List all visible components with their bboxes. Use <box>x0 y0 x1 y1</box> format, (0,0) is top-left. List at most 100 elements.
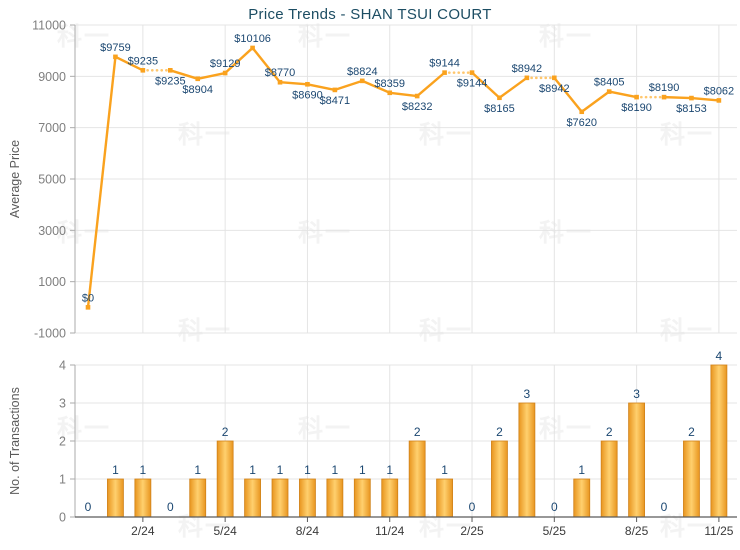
svg-text:1: 1 <box>277 463 284 477</box>
watermark-text: 科一 <box>538 23 594 51</box>
svg-text:$9144: $9144 <box>429 58 460 70</box>
price-y-axis-label: Average Price <box>8 139 22 219</box>
svg-text:$0: $0 <box>82 292 94 304</box>
watermark-text: 科一 <box>418 121 474 149</box>
svg-text:$8471: $8471 <box>320 95 351 107</box>
svg-text:0: 0 <box>551 500 558 514</box>
svg-text:$10106: $10106 <box>234 33 271 45</box>
svg-text:1: 1 <box>304 463 311 477</box>
watermark-text: 科一 <box>56 415 112 443</box>
svg-text:1: 1 <box>441 463 448 477</box>
svg-text:8/25: 8/25 <box>625 524 649 538</box>
watermark-text: 科一 <box>297 23 353 51</box>
svg-text:2: 2 <box>688 425 695 439</box>
price-line-series <box>85 45 722 310</box>
svg-text:4: 4 <box>716 349 723 363</box>
watermark-text: 科一 <box>177 513 233 541</box>
svg-text:1: 1 <box>386 463 393 477</box>
watermark-text: 科一 <box>177 121 233 149</box>
svg-text:$8232: $8232 <box>402 101 433 113</box>
svg-text:1: 1 <box>59 473 66 487</box>
watermark-text: 科一 <box>177 317 233 345</box>
svg-text:1: 1 <box>140 463 147 477</box>
svg-text:2: 2 <box>606 425 613 439</box>
watermark-text: 科一 <box>297 219 353 247</box>
price-y-axis: 11000 9000 7000 5000 3000 1000 -1000 <box>32 19 76 341</box>
svg-text:$8190: $8190 <box>621 102 652 114</box>
svg-text:11000: 11000 <box>32 19 66 33</box>
svg-text:$7620: $7620 <box>566 117 597 129</box>
price-grid <box>75 24 737 334</box>
svg-text:$9129: $9129 <box>210 58 241 70</box>
svg-text:5/25: 5/25 <box>543 524 567 538</box>
svg-text:1000: 1000 <box>38 275 66 289</box>
watermark-text: 科一 <box>418 513 474 541</box>
price-point-labels: $0$9759$9235$9235$8904$9129$10106$8770$8… <box>82 33 734 304</box>
svg-text:$8942: $8942 <box>539 83 570 95</box>
svg-text:1: 1 <box>194 463 201 477</box>
svg-text:$8824: $8824 <box>347 66 378 78</box>
svg-text:$8190: $8190 <box>649 82 680 94</box>
svg-text:0: 0 <box>661 500 668 514</box>
svg-text:$8405: $8405 <box>594 77 625 89</box>
svg-text:9000: 9000 <box>38 70 66 84</box>
svg-text:0: 0 <box>85 500 92 514</box>
svg-text:-1000: -1000 <box>34 327 66 341</box>
svg-text:3: 3 <box>633 387 640 401</box>
watermark-text: 科一 <box>538 415 594 443</box>
svg-text:1: 1 <box>578 463 585 477</box>
svg-text:1: 1 <box>332 463 339 477</box>
svg-text:11/25: 11/25 <box>704 524 733 538</box>
svg-text:3: 3 <box>59 397 66 411</box>
watermark-text: 科一 <box>659 317 715 345</box>
watermark-text: 科一 <box>56 219 112 247</box>
svg-text:4: 4 <box>59 359 66 373</box>
txn-bars <box>107 364 728 518</box>
svg-text:$8690: $8690 <box>292 89 323 101</box>
svg-text:7000: 7000 <box>38 121 66 135</box>
svg-text:3000: 3000 <box>38 224 66 238</box>
watermark-text: 科一 <box>659 121 715 149</box>
watermark-text: 科一 <box>56 23 112 51</box>
txn-grid <box>75 364 737 517</box>
svg-text:0: 0 <box>59 511 66 525</box>
svg-text:2: 2 <box>59 435 66 449</box>
svg-text:$9235: $9235 <box>155 75 186 87</box>
svg-text:1: 1 <box>249 463 256 477</box>
watermark-text: 科一 <box>297 415 353 443</box>
svg-text:$8153: $8153 <box>676 103 707 115</box>
svg-text:2: 2 <box>222 425 229 439</box>
svg-text:2/24: 2/24 <box>131 524 155 538</box>
chart-title: Price Trends - SHAN TSUI COURT <box>248 6 492 23</box>
transactions-y-axis-label: No. of Transactions <box>8 387 22 495</box>
svg-text:5/24: 5/24 <box>213 524 237 538</box>
svg-text:11/24: 11/24 <box>375 524 404 538</box>
svg-text:$8359: $8359 <box>374 78 405 90</box>
svg-text:0: 0 <box>167 500 174 514</box>
svg-text:$9759: $9759 <box>100 42 131 54</box>
svg-text:$8165: $8165 <box>484 103 515 115</box>
svg-text:3: 3 <box>524 387 531 401</box>
svg-text:2: 2 <box>496 425 503 439</box>
svg-text:$8062: $8062 <box>704 85 735 97</box>
svg-text:$8770: $8770 <box>265 67 296 79</box>
svg-text:$9235: $9235 <box>128 55 159 67</box>
svg-text:1: 1 <box>112 463 119 477</box>
watermark-text: 科一 <box>538 219 594 247</box>
svg-text:8/24: 8/24 <box>296 524 320 538</box>
svg-text:1: 1 <box>359 463 366 477</box>
svg-text:0: 0 <box>469 500 476 514</box>
svg-text:$8904: $8904 <box>182 84 213 96</box>
txn-y-axis: 0 1 2 3 4 <box>59 359 76 525</box>
svg-text:2: 2 <box>414 425 421 439</box>
watermark-text: 科一 <box>418 317 474 345</box>
txn-x-axis: 2/24 5/24 8/24 11/24 2/25 5/25 8/25 11/25 <box>75 516 737 538</box>
watermark-text: 科一 <box>659 513 715 541</box>
txn-value-labels: 0 1 1 0 1 2 1 1 1 1 1 1 2 1 0 2 3 0 1 2 3 0 2 4 <box>85 349 723 514</box>
svg-text:5000: 5000 <box>38 173 66 187</box>
svg-text:$9144: $9144 <box>457 78 488 90</box>
svg-text:2/25: 2/25 <box>460 524 484 538</box>
